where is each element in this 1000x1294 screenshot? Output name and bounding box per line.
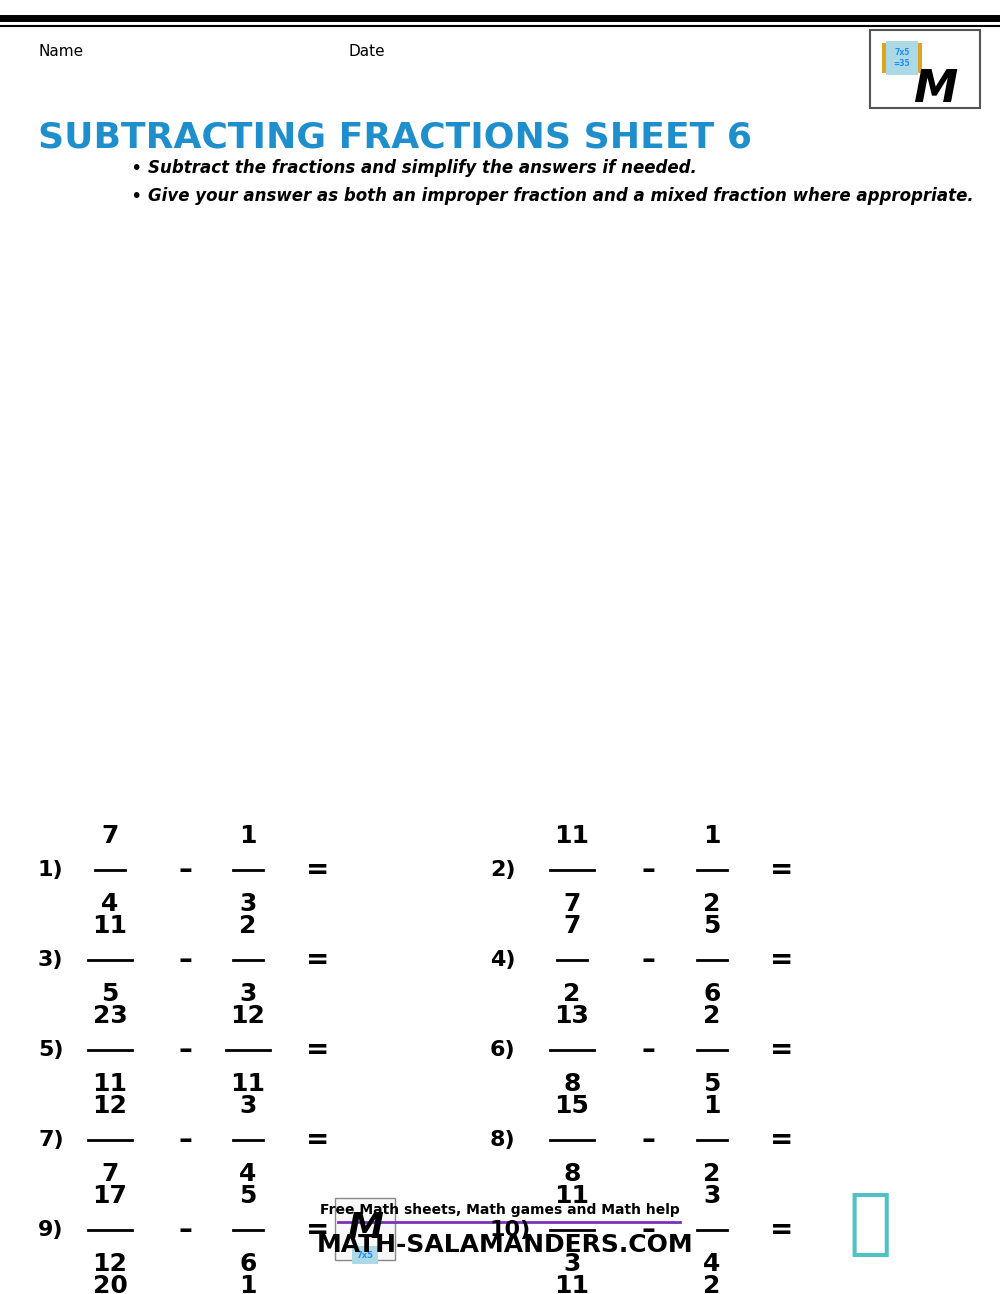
Text: 7: 7 <box>563 892 581 916</box>
Text: 12: 12 <box>93 1253 127 1276</box>
Text: –: – <box>178 946 192 974</box>
Text: 8: 8 <box>563 1071 581 1096</box>
Text: SUBTRACTING FRACTIONS SHEET 6: SUBTRACTING FRACTIONS SHEET 6 <box>38 120 752 154</box>
Text: –: – <box>178 857 192 884</box>
Text: 6: 6 <box>703 982 721 1005</box>
Text: 5: 5 <box>703 914 721 938</box>
Text: 1: 1 <box>239 1275 257 1294</box>
Text: =: = <box>770 946 794 974</box>
Text: =: = <box>770 1216 794 1244</box>
Text: M: M <box>913 69 957 111</box>
Text: 3: 3 <box>239 1093 257 1118</box>
Text: =: = <box>770 857 794 884</box>
Text: 11: 11 <box>554 824 590 848</box>
Text: Free Math sheets, Math games and Math help: Free Math sheets, Math games and Math he… <box>320 1203 680 1216</box>
Text: 1: 1 <box>703 824 721 848</box>
Text: 2: 2 <box>703 1162 721 1187</box>
Text: 8): 8) <box>490 1130 516 1150</box>
Text: 6): 6) <box>490 1040 516 1060</box>
Text: =: = <box>306 1126 330 1154</box>
Text: M: M <box>347 1211 383 1245</box>
Text: 🦎: 🦎 <box>848 1190 892 1259</box>
Text: –: – <box>641 1036 655 1064</box>
Text: 20: 20 <box>93 1275 127 1294</box>
Text: 11: 11 <box>230 1071 266 1096</box>
Text: 5: 5 <box>703 1071 721 1096</box>
Text: 9): 9) <box>38 1220 64 1240</box>
Text: 2: 2 <box>563 982 581 1005</box>
Text: 2: 2 <box>239 914 257 938</box>
Text: 11: 11 <box>554 1184 590 1209</box>
Text: 5: 5 <box>101 982 119 1005</box>
Text: Name: Name <box>38 44 83 60</box>
Text: 4: 4 <box>239 1162 257 1187</box>
Text: 2): 2) <box>490 861 516 880</box>
Text: 1): 1) <box>38 861 64 880</box>
Text: 7: 7 <box>563 914 581 938</box>
Text: Subtract the fractions and simplify the answers if needed.: Subtract the fractions and simplify the … <box>148 159 697 177</box>
Text: 7: 7 <box>101 824 119 848</box>
Text: 2: 2 <box>703 1004 721 1027</box>
Text: 12: 12 <box>231 1004 265 1027</box>
Text: 1: 1 <box>239 824 257 848</box>
Text: –: – <box>641 1216 655 1244</box>
Text: =: = <box>306 857 330 884</box>
Text: –: – <box>178 1216 192 1244</box>
Text: 7x5: 7x5 <box>356 1250 374 1259</box>
Text: 15: 15 <box>555 1093 589 1118</box>
Text: 10): 10) <box>490 1220 531 1240</box>
Text: =: = <box>770 1036 794 1064</box>
Text: 4: 4 <box>101 892 119 916</box>
Text: 11: 11 <box>92 914 128 938</box>
FancyBboxPatch shape <box>870 30 980 107</box>
Text: •: • <box>130 158 141 177</box>
Text: =: = <box>770 1126 794 1154</box>
FancyBboxPatch shape <box>335 1198 395 1260</box>
Text: •: • <box>130 186 141 206</box>
Text: 2: 2 <box>703 892 721 916</box>
Text: Give your answer as both an improper fraction and a mixed fraction where appropr: Give your answer as both an improper fra… <box>148 188 974 204</box>
Text: =: = <box>306 1216 330 1244</box>
Text: 23: 23 <box>93 1004 127 1027</box>
Text: –: – <box>641 946 655 974</box>
Text: 3: 3 <box>239 982 257 1005</box>
Text: –: – <box>178 1036 192 1064</box>
Text: 11: 11 <box>92 1071 128 1096</box>
Text: 13: 13 <box>555 1004 589 1027</box>
Text: 3): 3) <box>38 950 64 970</box>
Text: 4): 4) <box>490 950 516 970</box>
Text: –: – <box>641 857 655 884</box>
Text: 2: 2 <box>703 1275 721 1294</box>
Text: 5): 5) <box>38 1040 64 1060</box>
Text: 5: 5 <box>239 1184 257 1209</box>
Text: 3: 3 <box>239 892 257 916</box>
Text: 7x5
=35: 7x5 =35 <box>894 48 910 67</box>
Text: 6: 6 <box>239 1253 257 1276</box>
Text: 3: 3 <box>563 1253 581 1276</box>
Text: 1: 1 <box>703 1093 721 1118</box>
FancyBboxPatch shape <box>882 43 922 72</box>
Text: 11: 11 <box>554 1275 590 1294</box>
Text: 7): 7) <box>38 1130 64 1150</box>
Text: MATH-SALAMANDERS.COM: MATH-SALAMANDERS.COM <box>317 1233 693 1256</box>
Text: –: – <box>641 1126 655 1154</box>
Text: 8: 8 <box>563 1162 581 1187</box>
Text: 3: 3 <box>703 1184 721 1209</box>
Text: 17: 17 <box>93 1184 127 1209</box>
Text: 12: 12 <box>93 1093 127 1118</box>
Text: =: = <box>306 1036 330 1064</box>
Text: Date: Date <box>348 44 385 60</box>
Text: 7: 7 <box>101 1162 119 1187</box>
Text: =: = <box>306 946 330 974</box>
Text: –: – <box>178 1126 192 1154</box>
Text: 4: 4 <box>703 1253 721 1276</box>
